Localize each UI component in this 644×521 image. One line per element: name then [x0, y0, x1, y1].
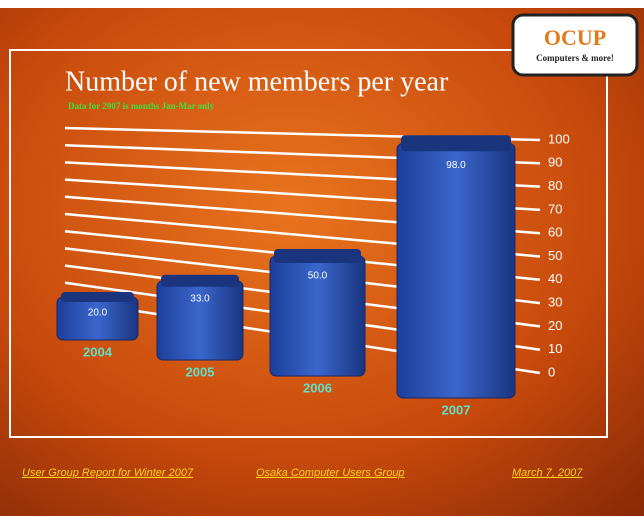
value-label: 50.0 — [308, 271, 328, 282]
y-tick-label: 30 — [548, 295, 562, 310]
bar-top — [161, 274, 239, 287]
y-tick-label: 70 — [548, 201, 562, 216]
bar-top — [274, 249, 361, 263]
footer-center: Osaka Computer Users Group — [256, 467, 405, 479]
y-tick-label: 90 — [548, 155, 562, 170]
footer-left: User Group Report for Winter 2007 — [22, 467, 194, 479]
y-tick-label: 0 — [548, 364, 555, 379]
value-label: 33.0 — [190, 293, 210, 304]
bar — [396, 142, 516, 399]
y-tick-label: 20 — [548, 318, 562, 333]
x-tick-label: 2005 — [186, 364, 215, 379]
chart-title: Number of new members per year — [65, 66, 449, 97]
y-tick-label: 50 — [548, 248, 562, 263]
footer-right: March 7, 2007 — [512, 467, 583, 479]
y-tick-label: 60 — [548, 225, 562, 240]
logo-box — [511, 13, 639, 77]
value-label: 98.0 — [446, 160, 466, 171]
y-tick-label: 40 — [548, 271, 562, 286]
logo-tagline: Computers & more! — [536, 53, 614, 63]
y-tick-label: 100 — [548, 131, 570, 146]
bar-top — [401, 135, 511, 152]
value-label: 20.0 — [88, 308, 108, 319]
bar-top — [61, 292, 134, 302]
frame — [9, 49, 608, 438]
x-tick-label: 2004 — [83, 344, 113, 359]
x-tick-label: 2006 — [303, 380, 332, 395]
top-band — [0, 0, 644, 8]
y-tick-label: 80 — [548, 178, 562, 193]
chart-subtitle: Data for 2007 is months Jan-Mar only — [68, 101, 215, 111]
logo-name: OCUP — [544, 25, 606, 50]
y-tick-label: 10 — [548, 341, 562, 356]
x-tick-label: 2007 — [442, 402, 471, 417]
